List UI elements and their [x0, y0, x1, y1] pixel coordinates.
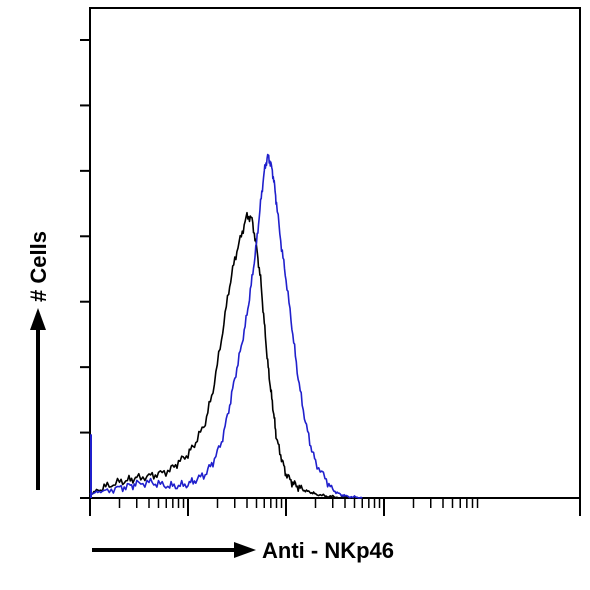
- series-layer: [89, 153, 363, 499]
- y-axis-ticks: [80, 39, 90, 499]
- y-axis-label: # Cells: [26, 231, 51, 302]
- x-axis-arrow: [92, 542, 256, 558]
- y-axis-arrow: [30, 308, 46, 490]
- series-line-0: [89, 211, 355, 499]
- x-axis-ticks: [89, 498, 581, 516]
- x-axis-label: Anti - NKp46: [262, 538, 394, 563]
- plot-frame: [89, 7, 581, 499]
- plot-area: [80, 7, 581, 516]
- series-line-1: [89, 153, 363, 499]
